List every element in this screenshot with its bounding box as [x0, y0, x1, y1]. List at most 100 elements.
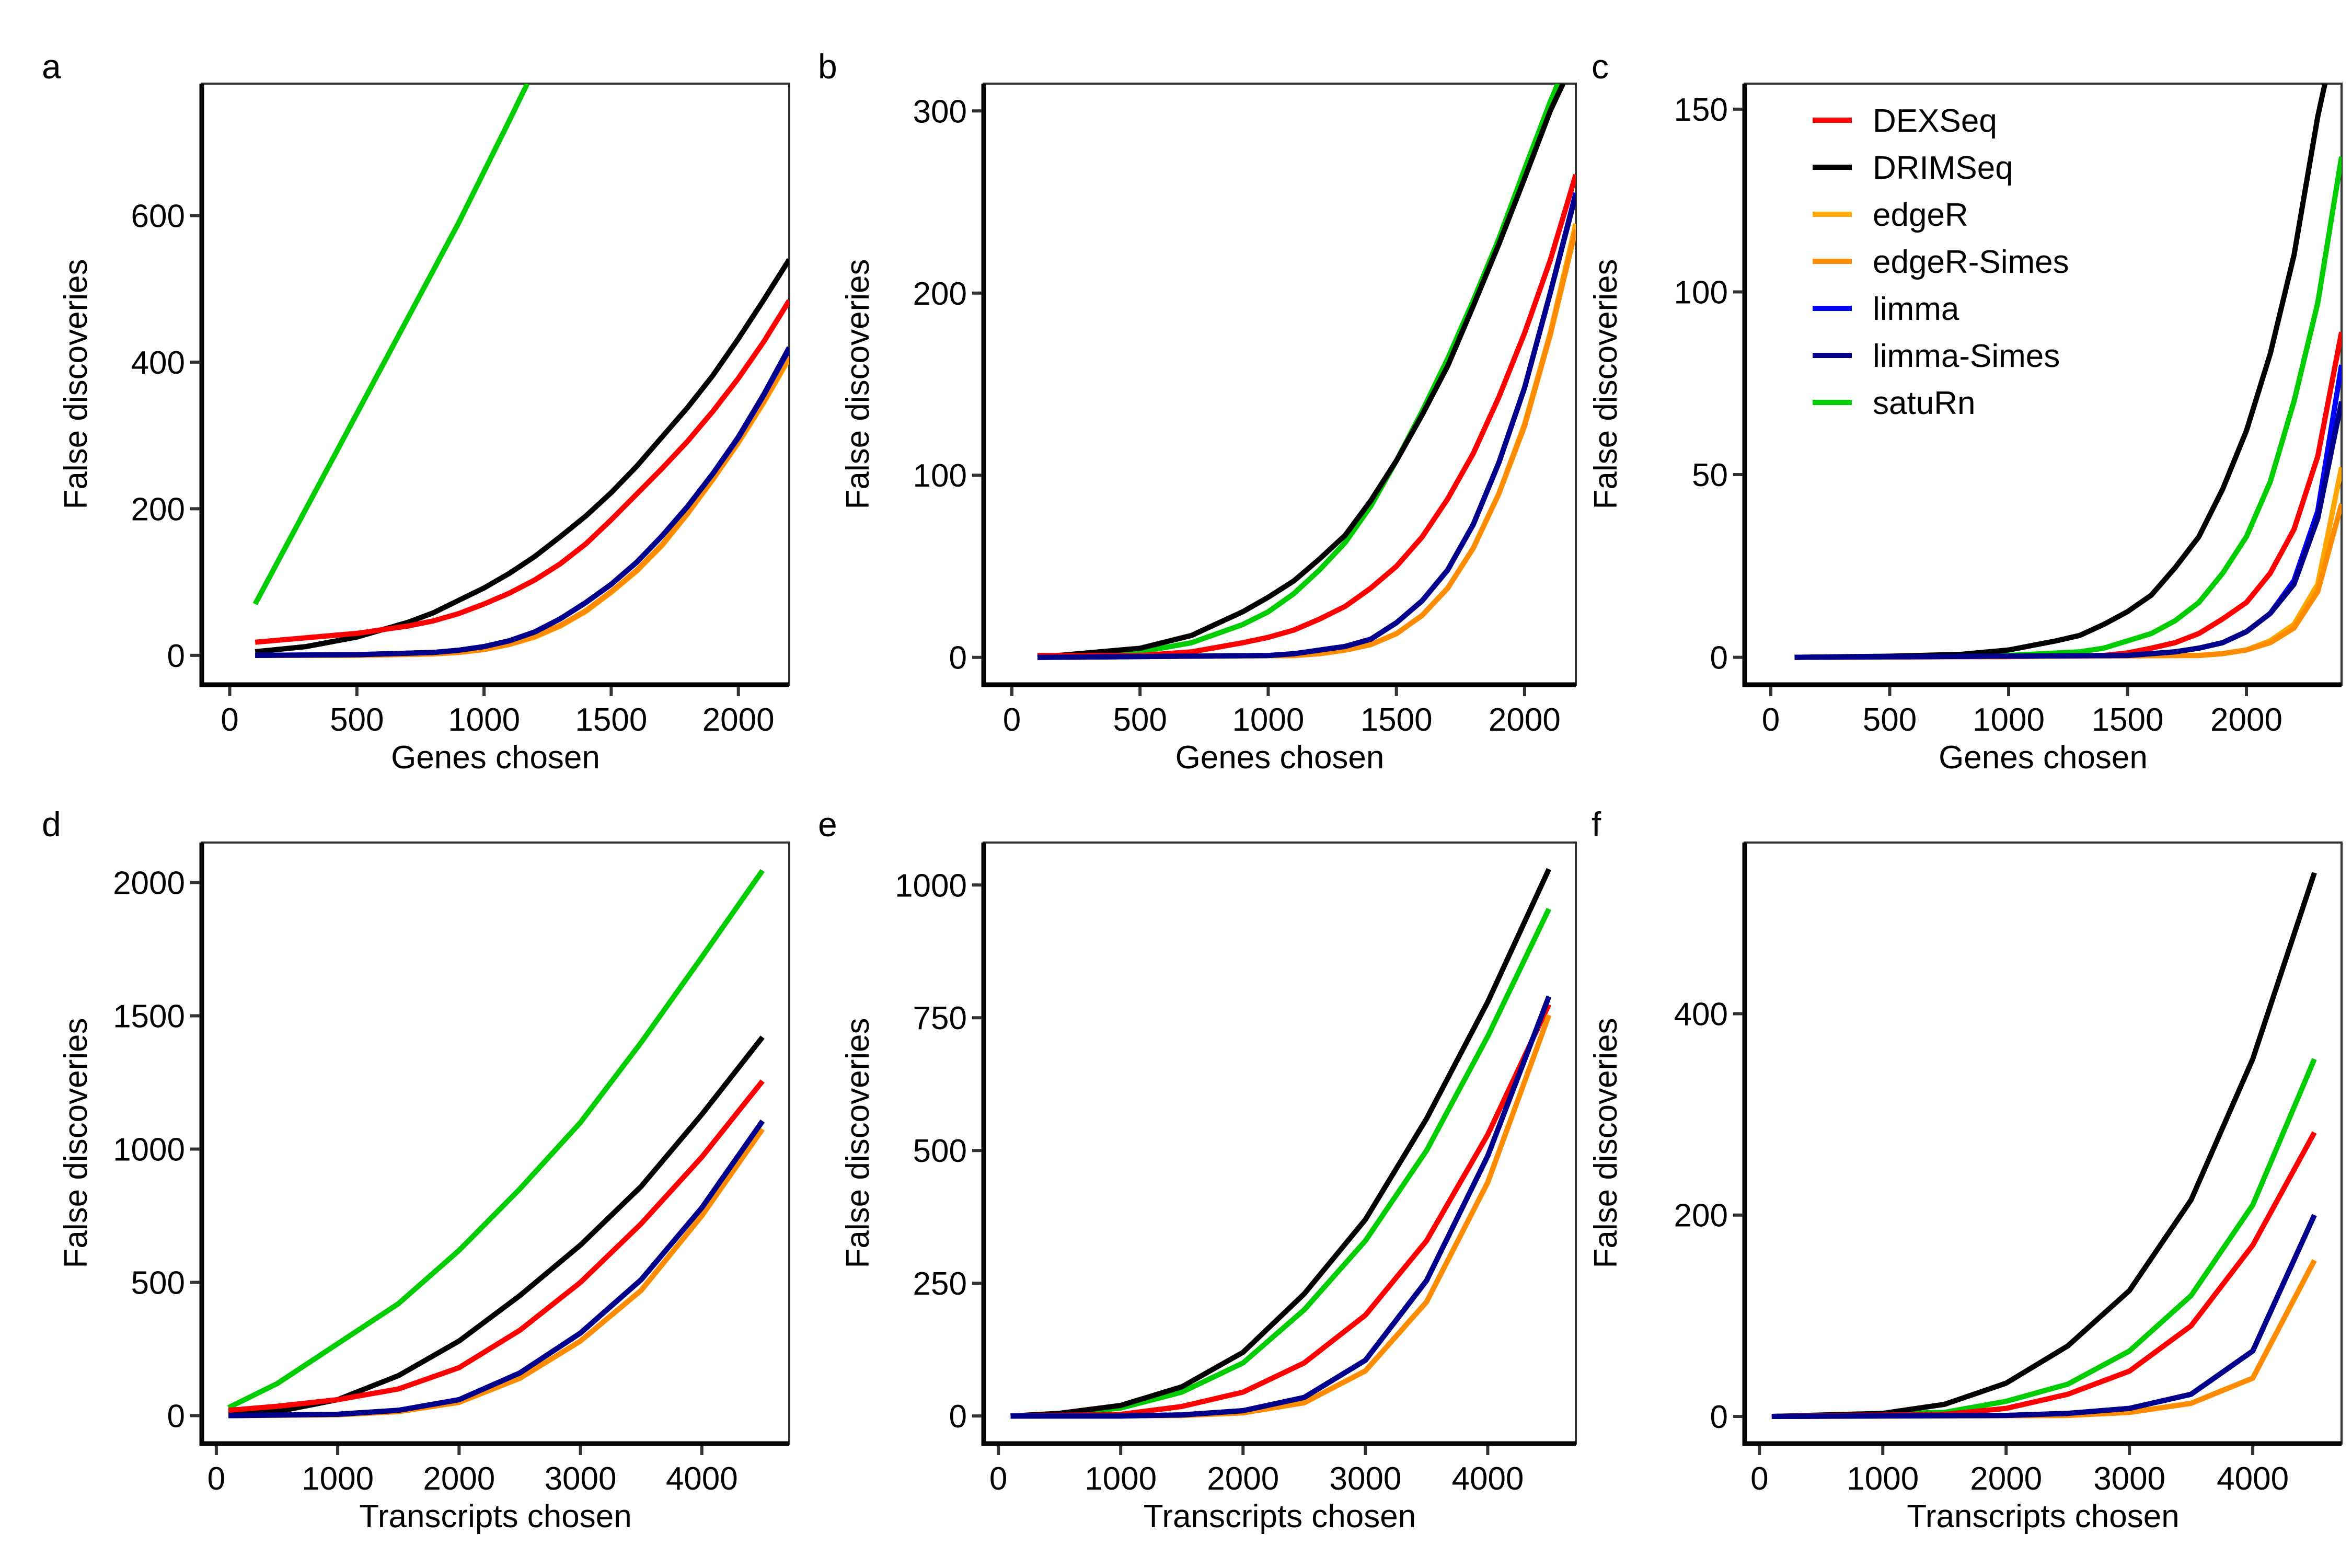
series-line-drimseq	[1771, 872, 2317, 1419]
legend-item: DRIMSeq	[1813, 150, 2013, 186]
x-tick-label: 2000	[1207, 1461, 1279, 1497]
y-tick-label: 200	[913, 276, 967, 312]
x-tick-label: 0	[221, 702, 238, 738]
series-line-drimseq	[1794, 84, 2328, 660]
y-axis-title: False discoveries	[840, 259, 876, 510]
y-tick-label: 1500	[113, 998, 185, 1034]
series-line-dexseq	[1037, 174, 1576, 659]
series-line-limma-simes	[1794, 401, 2342, 660]
x-tick-label: 1000	[302, 1461, 374, 1497]
legend-label: DEXSeq	[1873, 103, 1997, 139]
x-tick-label: 1000	[1232, 702, 1304, 738]
y-tick-label: 400	[1674, 996, 1728, 1032]
panel-b: b 0 500 1000 1500 2000 0 100 200 300 Genes chosen F…	[818, 47, 1577, 776]
series-group	[1037, 84, 1576, 660]
legend-label: limma	[1873, 291, 1959, 327]
x-tick-label: 0	[989, 1461, 1007, 1497]
x-tick-label: 2000	[702, 702, 775, 738]
series-line-limma-simes	[255, 346, 789, 658]
x-tick-label: 0	[1762, 702, 1780, 738]
series-line-limma	[1010, 995, 1552, 1419]
series-line-saturn	[1771, 1058, 2317, 1419]
series-group	[252, 84, 789, 658]
y-tick-label: 0	[167, 638, 185, 674]
series-line-dexseq	[1010, 1003, 1552, 1419]
x-tick-label: 1000	[1847, 1461, 1919, 1497]
x-axis-title: Genes chosen	[391, 740, 600, 776]
x-tick-label: 4000	[2217, 1461, 2289, 1497]
x-tick-label: 2000	[1489, 702, 1561, 738]
x-axis-title: Genes chosen	[1939, 740, 2148, 776]
panel-label: e	[818, 805, 837, 844]
panel-c: c 0 500 1000 1500 2000 0 50 100 150 Genes chosen Fa…	[1588, 47, 2343, 776]
y-tick-label: 50	[1692, 457, 1728, 493]
y-axis-title: False discoveries	[1588, 259, 1624, 510]
y-tick-label: 100	[913, 458, 967, 494]
series-line-saturn	[1010, 907, 1552, 1419]
panel-label: a	[42, 47, 61, 86]
x-tick-label: 500	[330, 702, 384, 738]
series-line-limma-simes	[1037, 194, 1576, 660]
x-tick-label: 0	[207, 1461, 225, 1497]
series-line-edger-simes	[1794, 503, 2342, 660]
panel-label: f	[1592, 805, 1601, 844]
legend-item: satuRn	[1813, 385, 1975, 421]
series-line-drimseq	[1010, 868, 1552, 1419]
series-line-dexseq	[1771, 1131, 2317, 1419]
x-axis-title: Transcripts chosen	[1144, 1498, 1416, 1535]
x-tick-label: 3000	[2093, 1461, 2165, 1497]
series-line-saturn	[1037, 84, 1561, 660]
y-tick-label: 250	[913, 1266, 967, 1302]
series-group	[227, 869, 765, 1419]
y-tick-label: 500	[913, 1133, 967, 1169]
y-tick-label: 500	[131, 1265, 185, 1301]
x-tick-label: 1000	[1085, 1461, 1157, 1497]
x-tick-label: 1500	[575, 702, 647, 738]
legend-item: edgeR	[1813, 197, 1968, 233]
panel-e: e0 1000 2000 3000 400002505007501000Transcri…	[818, 805, 1577, 1535]
x-tick-label: 2000	[1970, 1461, 2042, 1497]
plot-border	[983, 841, 1577, 1445]
series-group	[1010, 868, 1552, 1419]
y-tick-label: 200	[131, 491, 185, 527]
x-tick-label: 3000	[545, 1461, 617, 1497]
series-line-edger-simes	[228, 1127, 765, 1419]
series-line-limma	[228, 1120, 765, 1419]
panel-a: a 0 500 1000 1500 2000 0 200 400 600 Genes chosen F…	[42, 47, 790, 776]
x-tick-label: 1500	[1361, 702, 1433, 738]
series-line-edger	[1794, 467, 2342, 660]
y-axis-title: False discoveries	[1588, 1018, 1624, 1269]
series-group	[1771, 872, 2317, 1419]
y-tick-label: 0	[1710, 640, 1728, 676]
series-line-dexseq	[228, 1079, 765, 1413]
panel-d: d0 1000 2000 3000 40000500100015002000Transc…	[42, 805, 790, 1535]
y-tick-label: 100	[1674, 274, 1728, 310]
series-group	[1794, 84, 2342, 660]
y-tick-label: 400	[131, 345, 185, 381]
series-line-drimseq	[1037, 84, 1566, 660]
panel-label: b	[818, 47, 837, 86]
x-tick-label: 0	[1750, 1461, 1768, 1497]
legend-item: limma	[1813, 291, 1959, 327]
x-tick-label: 2000	[423, 1461, 495, 1497]
legend-label: limma-Simes	[1873, 338, 2060, 374]
legend-item: edgeR-Simes	[1813, 244, 2069, 280]
y-tick-label: 0	[949, 640, 967, 676]
y-tick-label: 200	[1674, 1198, 1728, 1234]
series-line-edger	[228, 1127, 765, 1419]
series-line-dexseq	[255, 299, 789, 645]
legend-item: limma-Simes	[1813, 338, 2060, 374]
y-tick-label: 0	[949, 1399, 967, 1435]
y-axis-title: False discoveries	[58, 259, 94, 510]
series-line-limma-simes	[1771, 1214, 2317, 1419]
series-line-edger-simes	[255, 355, 789, 658]
x-tick-label: 4000	[1451, 1461, 1524, 1497]
series-line-drimseq	[228, 1035, 765, 1417]
series-line-edger	[255, 357, 789, 658]
x-tick-label: 1000	[448, 702, 520, 738]
series-line-edger	[1037, 223, 1576, 660]
plot-border	[983, 83, 1577, 686]
legend-label: satuRn	[1873, 385, 1975, 421]
y-tick-label: 0	[1710, 1399, 1728, 1435]
